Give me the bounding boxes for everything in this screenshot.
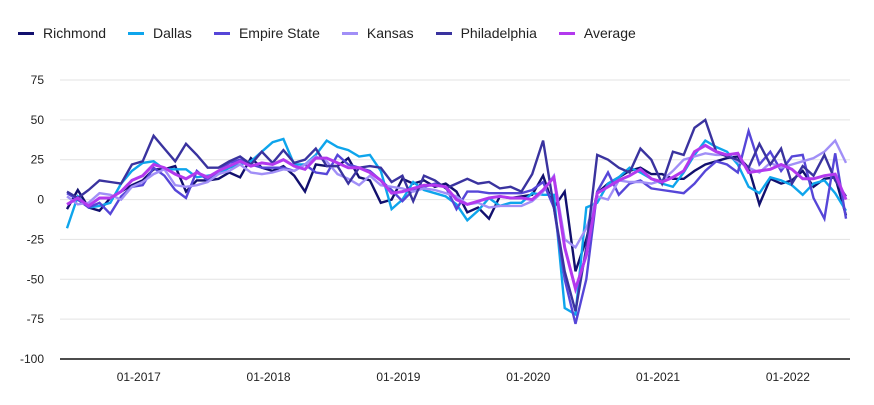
y-tick-label: -25 [27, 232, 45, 246]
legend-label: Richmond [43, 25, 107, 41]
legend-label: Dallas [153, 25, 192, 41]
gridlines [60, 79, 850, 360]
y-tick-label: 75 [31, 73, 45, 87]
x-tick-label: 01-2022 [766, 370, 810, 384]
series-line-philadelphia [66, 117, 847, 312]
x-tick-label: 01-2018 [247, 370, 291, 384]
legend-label: Empire State [238, 25, 320, 41]
legend-swatch [128, 31, 145, 35]
y-axis-ticks: 75 50 25 0 -25 -50 -75 -100 [20, 73, 44, 366]
legend-item-empire-state[interactable]: Empire State [213, 25, 320, 41]
x-tick-label: 01-2020 [506, 370, 550, 384]
legend-item-average[interactable]: Average [558, 25, 636, 41]
series-line-kansas [66, 138, 848, 250]
legend-label: Philadelphia [460, 25, 537, 41]
series-line-richmond [65, 155, 848, 272]
legend-swatch [341, 31, 358, 35]
series-lines [65, 117, 848, 325]
x-axis-ticks: 01-2017 01-2018 01-2019 01-2020 01-2021 01-20… [117, 370, 811, 384]
chart-legend: Richmond Dallas Empire State Kansas Philadel… [18, 25, 636, 41]
legend-label: Average [583, 25, 636, 41]
legend-label: Kansas [366, 25, 414, 41]
series-line-average [66, 143, 848, 295]
y-tick-label: 25 [31, 153, 45, 167]
series-line-dallas [65, 137, 848, 317]
y-tick-label: -100 [20, 352, 44, 366]
legend-item-kansas[interactable]: Kansas [341, 25, 414, 41]
legend-swatch [435, 31, 452, 35]
legend-swatch [18, 31, 34, 35]
x-tick-label: 01-2019 [376, 370, 420, 384]
y-tick-label: -50 [27, 272, 45, 286]
legend-swatch [213, 31, 230, 35]
y-tick-label: 50 [31, 113, 45, 127]
y-tick-label: 0 [37, 193, 44, 207]
legend-swatch [558, 31, 575, 35]
legend-item-philadelphia[interactable]: Philadelphia [435, 25, 537, 41]
x-tick-label: 01-2017 [117, 370, 161, 384]
legend-item-richmond[interactable]: Richmond [18, 25, 106, 41]
x-tick-label: 01-2021 [636, 370, 680, 384]
legend-item-dallas[interactable]: Dallas [128, 25, 192, 41]
y-tick-label: -75 [27, 312, 45, 326]
